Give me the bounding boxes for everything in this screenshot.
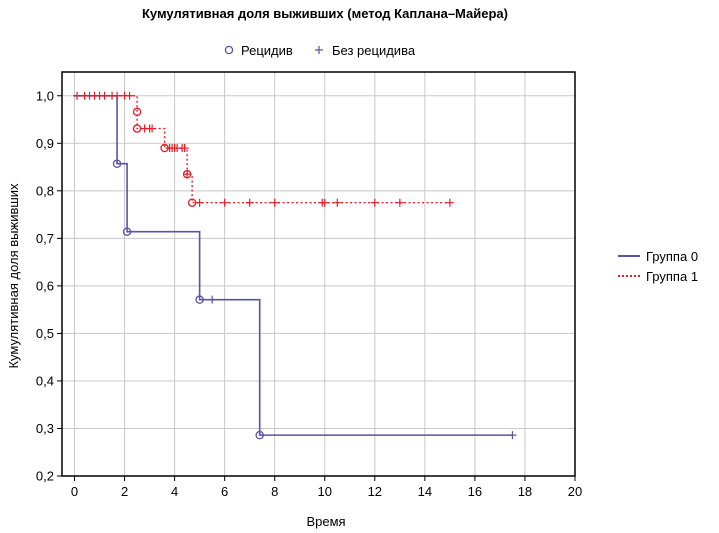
series-1 xyxy=(73,91,454,207)
censored-marker xyxy=(245,198,254,207)
censored-marker xyxy=(195,198,204,207)
y-tick-label: 0,9 xyxy=(36,136,54,151)
legend-circle-icon xyxy=(224,45,234,55)
chart-title: Кумулятивная доля выживших (метод Каплан… xyxy=(142,6,508,21)
censored-marker xyxy=(73,91,82,100)
series-0 xyxy=(74,94,517,440)
x-axis-label: Время xyxy=(306,514,345,529)
y-tick-label: 0,3 xyxy=(36,421,54,436)
censored-marker xyxy=(220,198,229,207)
legend-group0-label: Группа 0 xyxy=(646,249,698,264)
x-tick-label: 4 xyxy=(171,484,178,499)
censored-marker xyxy=(508,431,517,440)
censored-marker xyxy=(125,91,134,100)
axis-ticks: 0 2 4 6 8 10 12 14 16 18 20 0,2 0,3 0,4 0,5 0,6 0,7 0,8 0,… xyxy=(36,88,582,499)
x-tick-label: 16 xyxy=(468,484,482,499)
y-tick-label: 0,6 xyxy=(36,278,54,293)
x-tick-label: 18 xyxy=(518,484,532,499)
y-tick-label: 0,4 xyxy=(36,373,54,388)
censored-marker xyxy=(395,198,404,207)
censored-marker xyxy=(113,91,122,100)
x-tick-label: 0 xyxy=(71,484,78,499)
y-tick-label: 0,8 xyxy=(36,183,54,198)
censored-marker xyxy=(370,198,379,207)
censored-marker xyxy=(320,198,329,207)
grid xyxy=(62,72,576,477)
y-tick-label: 0,5 xyxy=(36,326,54,341)
y-tick-label: 0,7 xyxy=(36,231,54,246)
x-tick-label: 14 xyxy=(418,484,432,499)
y-axis-label: Кумулятивная доля выживших xyxy=(6,183,21,369)
y-tick-label: 0,2 xyxy=(36,469,54,484)
series xyxy=(73,91,517,440)
y-tick-label: 1,0 xyxy=(36,88,54,103)
censored-marker xyxy=(100,91,109,100)
event-marker xyxy=(132,107,142,117)
censored-marker xyxy=(183,170,192,179)
series-legend: Группа 0 Группа 1 xyxy=(618,249,698,284)
legend-relapse-label: Рецидив xyxy=(241,43,293,58)
event-marker xyxy=(122,227,132,236)
plot-frame xyxy=(61,71,576,477)
x-tick-label: 20 xyxy=(568,484,582,499)
x-tick-label: 12 xyxy=(368,484,382,499)
censored-marker xyxy=(333,198,342,207)
series-0-step-line xyxy=(74,94,513,436)
censored-marker xyxy=(148,124,157,133)
x-tick-label: 6 xyxy=(221,484,228,499)
censored-marker xyxy=(180,144,189,153)
censored-marker xyxy=(445,198,454,207)
x-tick-label: 2 xyxy=(121,484,128,499)
censored-marker xyxy=(208,295,217,304)
series-1-step-line xyxy=(74,95,450,204)
legend-group1-label: Группа 1 xyxy=(646,269,698,284)
x-tick-label: 8 xyxy=(271,484,278,499)
event-marker xyxy=(195,295,204,304)
event-marker xyxy=(112,159,122,168)
legend-no-relapse-label: Без рецидива xyxy=(332,43,416,58)
event-marker xyxy=(255,430,264,440)
marker-legend: Рецидив Без рецидива xyxy=(224,43,416,58)
x-tick-label: 10 xyxy=(318,484,332,499)
censored-marker xyxy=(270,198,279,207)
legend-plus-icon xyxy=(315,46,323,54)
